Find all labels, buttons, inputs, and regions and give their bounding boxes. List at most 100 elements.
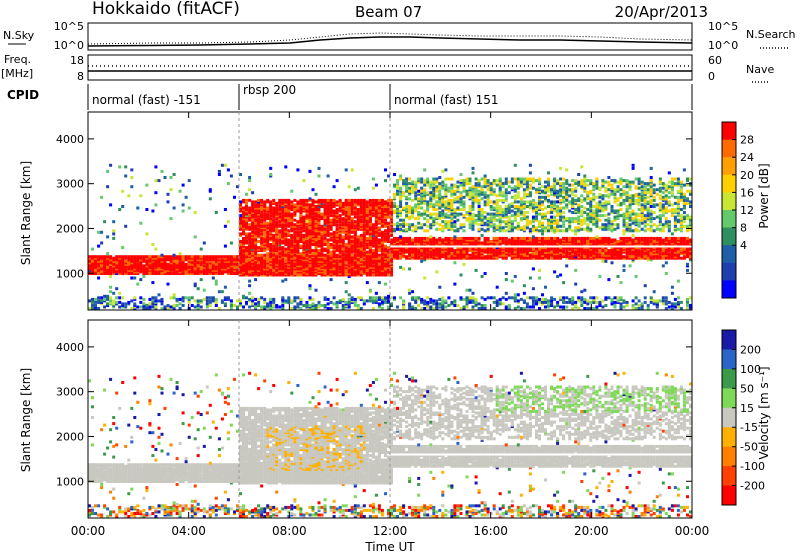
scatter-cell	[133, 258, 137, 262]
scatter-cell	[196, 299, 200, 303]
scatter-cell	[115, 296, 119, 300]
scatter-cell	[498, 209, 502, 213]
scatter-cell	[450, 189, 454, 193]
scatter-cell	[326, 198, 330, 202]
scatter-cell	[438, 223, 442, 227]
scatter-cell	[248, 284, 252, 288]
scatter-cell	[323, 297, 327, 301]
scatter-cell	[480, 214, 484, 218]
scatter-cell	[202, 255, 206, 259]
scatter-cell	[142, 275, 146, 278]
scatter-cell	[317, 236, 321, 240]
scatter-cell	[347, 218, 351, 222]
scatter-cell	[495, 179, 499, 183]
scatter-cell	[305, 264, 309, 268]
scatter-cell	[254, 264, 258, 268]
scatter-cell	[402, 224, 406, 228]
scatter-cell	[248, 244, 252, 248]
scatter-cell	[420, 180, 424, 184]
scatter-cell	[115, 264, 119, 268]
scatter-cell	[326, 307, 330, 310]
scatter-cell	[133, 276, 137, 280]
scatter-cell	[178, 255, 182, 259]
scatter-cell	[317, 244, 321, 248]
scatter-cell	[154, 296, 158, 300]
scatter-cell	[317, 166, 321, 170]
scatter-cell	[456, 212, 460, 216]
scatter-cell	[356, 227, 360, 231]
scatter-cell	[281, 198, 285, 202]
scatter-cell	[550, 205, 554, 208]
scatter-cell	[344, 214, 348, 218]
scatter-cell	[296, 302, 300, 306]
scatter-cell	[350, 296, 354, 300]
scatter-cell	[541, 215, 544, 219]
scatter-cell	[166, 304, 170, 307]
scatter-cell	[344, 249, 348, 253]
scatter-cell	[483, 221, 487, 225]
scatter-cell	[320, 232, 324, 236]
scatter-cell	[390, 258, 393, 262]
scatter-cell	[109, 163, 113, 167]
scatter-cell	[486, 227, 490, 231]
scatter-cell	[417, 238, 421, 242]
scatter-cell	[547, 224, 550, 228]
scatter-cell	[414, 236, 418, 240]
scatter-cell	[242, 294, 245, 298]
scatter-cell	[510, 209, 514, 213]
scatter-cell	[368, 223, 372, 227]
scatter-cell	[347, 253, 351, 257]
scatter-cell	[525, 238, 529, 242]
scatter-cell	[417, 217, 421, 221]
scatter-cell	[483, 243, 487, 246]
scatter-cell	[323, 212, 327, 216]
scatter-cell	[178, 252, 182, 256]
scatter-cell	[269, 209, 273, 213]
scatter-cell	[480, 233, 484, 237]
scatter-cell	[169, 176, 173, 179]
scatter-cell	[402, 299, 406, 303]
scatter-cell	[314, 192, 318, 196]
scatter-cell	[465, 179, 469, 183]
scatter-cell	[320, 224, 324, 228]
scatter-cell	[504, 211, 508, 214]
scatter-cell	[172, 293, 176, 297]
scatter-cell	[477, 227, 481, 231]
scatter-cell	[305, 227, 309, 231]
scatter-cell	[169, 296, 173, 300]
scatter-cell	[374, 258, 378, 262]
scatter-cell	[332, 238, 336, 242]
scatter-cell	[510, 205, 514, 208]
scatter-cell	[214, 300, 218, 304]
scatter-cell	[302, 198, 306, 202]
scatter-cell	[353, 258, 357, 262]
scatter-cell	[426, 214, 430, 218]
scatter-cell	[266, 252, 270, 256]
scatter-cell	[365, 272, 369, 275]
scatter-cell	[510, 201, 514, 205]
scatter-cell	[196, 304, 200, 307]
scatter-cell	[444, 224, 448, 228]
scatter-cell	[214, 211, 218, 214]
scatter-cell	[441, 224, 445, 228]
scatter-cell	[447, 189, 451, 193]
scatter-cell	[281, 252, 285, 256]
scatter-cell	[531, 209, 535, 213]
scatter-cell	[438, 236, 442, 240]
scatter-cell	[187, 297, 191, 301]
scatter-cell	[365, 246, 369, 250]
scatter-cell	[344, 224, 348, 228]
scatter-cell	[254, 250, 258, 254]
scatter-cell	[444, 183, 448, 187]
scatter-cell	[453, 304, 457, 307]
scatter-cell	[184, 255, 188, 259]
scatter-cell	[320, 272, 324, 275]
scatter-cell	[426, 252, 430, 256]
scatter-cell	[489, 240, 493, 243]
scatter-cell	[148, 258, 152, 262]
scatter-cell	[317, 174, 321, 178]
scatter-cell	[284, 238, 288, 242]
scatter-cell	[278, 305, 282, 309]
scatter-cell	[471, 252, 475, 256]
scatter-cell	[154, 255, 158, 259]
